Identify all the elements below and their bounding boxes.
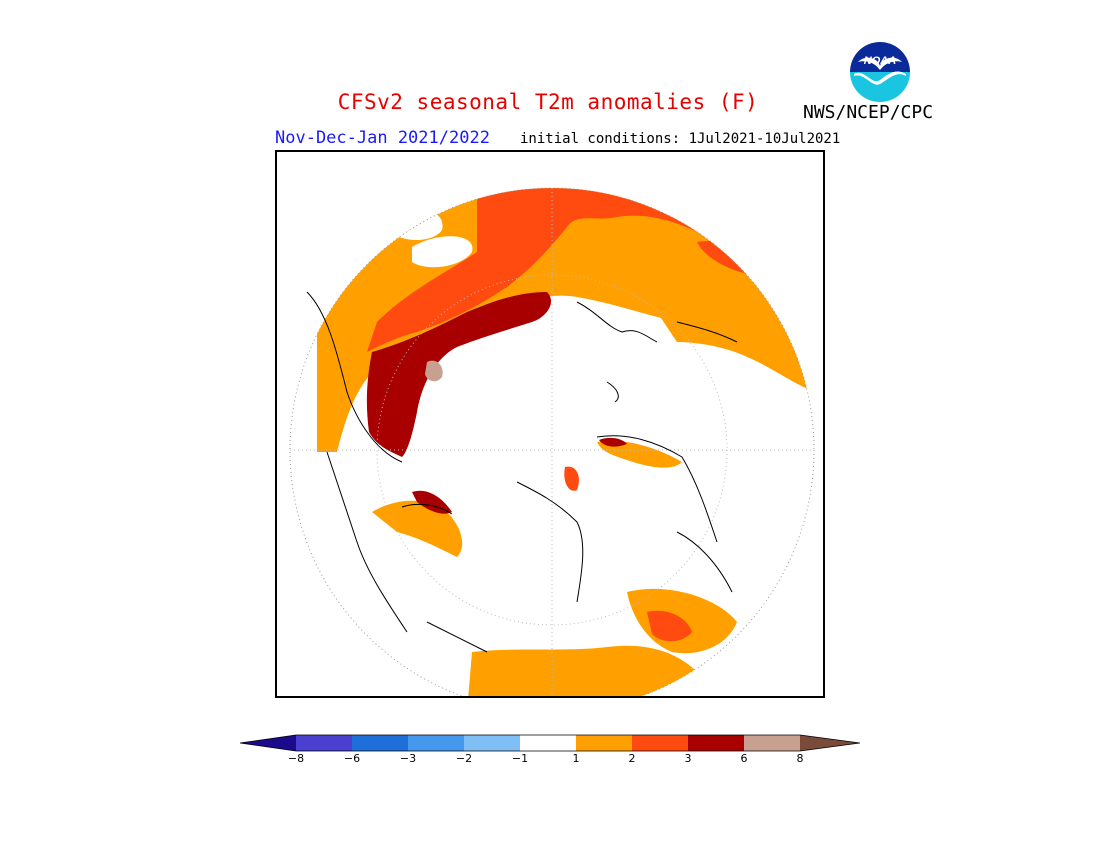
polar-map [289,187,815,696]
near-normal-region-1 [387,207,443,240]
colorbar [240,734,860,752]
season-label: Nov-Dec-Jan 2021/2022 [275,128,490,148]
colorbar-segment [352,735,408,751]
colorbar-tick-label: −2 [455,752,473,765]
anomaly-region-north-america-orange [467,645,697,696]
map-frame [275,150,825,698]
anomaly-region-tan [425,360,443,382]
colorbar-tick-label: 2 [628,752,636,765]
colorbar-tick-label: 6 [740,752,748,765]
anomaly-region-east-asia-orange [657,308,814,392]
anomaly-region-greenland-coast [597,440,682,468]
initial-conditions-label: initial conditions: 1Jul2021-10Jul2021 [520,131,841,147]
graticule-outer [289,187,815,696]
colorbar-segment [520,735,576,751]
colorbar-tick-label: −1 [511,752,529,765]
colorbar-segment [744,735,800,751]
colorbar-tick-label: −8 [287,752,305,765]
colorbar-segment [632,735,688,751]
colorbar-tick-label: 1 [572,752,580,765]
anomaly-region-north-atlantic-darkred [412,490,452,514]
anomaly-region-hudson [564,466,579,491]
colorbar-tick-label: −3 [399,752,417,765]
anomaly-region-north-atlantic [372,500,463,557]
colorbar-segment [296,735,352,751]
coastlines [306,291,738,653]
chart-title: CFSv2 seasonal T2m anomalies (F) [337,90,759,114]
colorbar-tick-label: 3 [684,752,692,765]
logo-text: NOAA [864,55,896,67]
colorbar-segment [408,735,464,751]
colorbar-segment [800,735,860,751]
colorbar-segment [464,735,520,751]
near-normal-arctic [510,318,684,484]
anomaly-region-alaska-red [647,610,692,642]
agency-label: NWS/NCEP/CPC [803,102,934,123]
colorbar-segment [688,735,744,751]
near-normal-region-2 [412,236,473,268]
colorbar-tick-label: 8 [796,752,804,765]
anomaly-region-western-russia-darkred [366,292,552,457]
colorbar-tick-label: −6 [343,752,361,765]
noaa-logo: NOAA [848,40,912,104]
colorbar-segment [240,735,296,751]
colorbar-segment [576,735,632,751]
anomaly-region-greenland-coast-darkred [599,437,627,447]
